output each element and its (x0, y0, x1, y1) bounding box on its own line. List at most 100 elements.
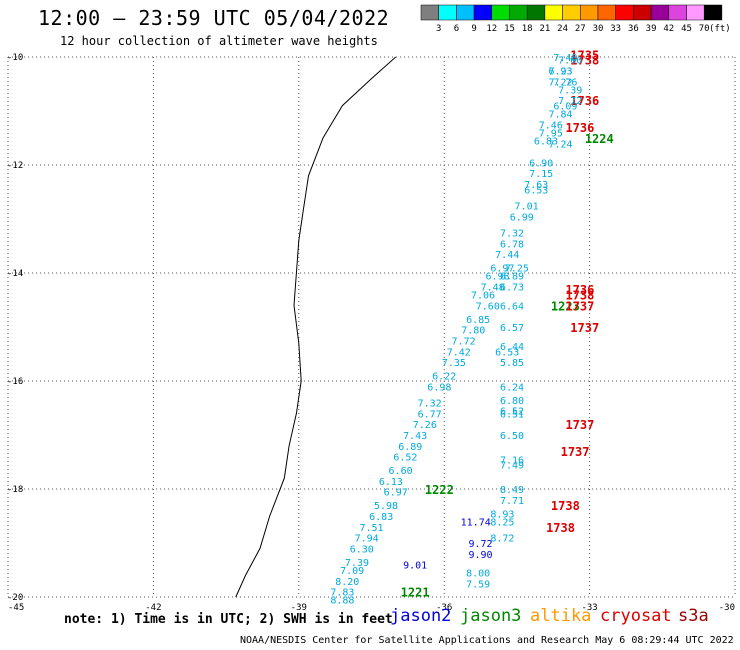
x-tick-label: -39 (291, 603, 307, 613)
pass-time-label: 1223 (551, 299, 580, 313)
swh-value-label: 6.98 (485, 272, 509, 283)
swh-value-label: 7.26 (413, 420, 437, 431)
swh-value-label: 6.97 (490, 264, 514, 275)
swh-value-label: 7.72 (558, 96, 582, 107)
swh-value-label: 6.80 (500, 396, 524, 407)
colorbar-tick: 3 (436, 24, 441, 34)
legend-jason2: jason2 (390, 606, 452, 626)
swh-value-label: 7.80 (461, 326, 485, 337)
swh-value-label: 8.72 (490, 534, 514, 545)
colorbar-swatch (668, 4, 687, 21)
x-tick-label: -36 (436, 603, 452, 613)
swh-value-label: 6.52 (393, 453, 417, 464)
pass-time-label: 1736 (570, 94, 599, 108)
swh-value-label: 8.20 (335, 577, 359, 588)
swh-value-label: 6.83 (534, 137, 558, 148)
swh-value-label: 7.06 (471, 291, 495, 302)
pass-time-label: 1737 (565, 418, 594, 432)
swh-value-label: 6.85 (466, 315, 490, 326)
colorbar-swatch (703, 4, 723, 21)
swh-value-label: 7.59 (466, 580, 490, 591)
colorbar-swatch (473, 4, 493, 21)
swh-value-label: 9.01 (403, 561, 427, 572)
swh-value-label: 6.52 (500, 407, 524, 418)
swh-value-label: 7.84 (548, 110, 572, 121)
swh-value-label: 7.49 (500, 461, 524, 472)
swh-value-label: 7.42 (447, 347, 471, 358)
pass-time-label: 1738 (551, 499, 580, 513)
colorbar-swatch (438, 4, 457, 21)
swh-value-label: 7.72 (452, 337, 476, 348)
x-tick-label: -42 (145, 603, 161, 613)
footer-note: note: 1) Time is in UTC; 2) SWH is in fe… (64, 612, 393, 627)
swh-value-label: 6.30 (350, 544, 374, 555)
coastline (235, 56, 397, 598)
swh-value-label: 9.90 (469, 550, 493, 561)
colorbar-tick: 39 (646, 24, 657, 34)
swh-value-label: 5.98 (374, 501, 398, 512)
swh-value-label: 7.71 (500, 496, 524, 507)
swh-value-label: 7.32 (418, 399, 442, 410)
colorbar-swatch (526, 4, 546, 21)
colorbar-swatch (615, 4, 634, 21)
swh-value-label: 6.53 (495, 347, 519, 358)
colorbar-tick: 70 (699, 24, 710, 34)
pass-time-label: 1737 (570, 321, 599, 335)
colorbar-tick: 36 (628, 24, 639, 34)
swh-value-label: 7.60 (476, 301, 500, 312)
pass-time-label: 1737 (561, 445, 590, 459)
colorbar-swatch (580, 4, 599, 21)
swh-value-label: 7.39 (345, 558, 369, 569)
colorbar-tick: 18 (522, 24, 533, 34)
y-tick-label: -16 (7, 377, 23, 387)
swh-value-label: 7.22 (548, 77, 572, 88)
swh-value-label: 6.50 (500, 431, 524, 442)
swh-value-label: 8.88 (330, 596, 354, 607)
swh-value-label: 8.93 (490, 509, 514, 520)
colorbar-unit: (ft) (709, 24, 731, 34)
pass-time-label: 1737 (565, 299, 594, 313)
swh-value-label: 7.60 (558, 56, 582, 67)
legend-s3a: s3a (678, 606, 709, 626)
swh-value-label: 6.89 (398, 442, 422, 453)
colorbar-tick: 21 (539, 24, 550, 34)
y-tick-label: -20 (7, 593, 23, 603)
swh-value-label: 6.99 (510, 212, 534, 223)
swh-value-label: 7.44 (495, 250, 519, 261)
colorbar-tick: 30 (593, 24, 604, 34)
swh-value-label: 6.57 (500, 323, 524, 334)
swh-value-label: 6.78 (500, 239, 524, 250)
legend-cryosat: cryosat (600, 606, 672, 626)
colorbar-tick: 9 (471, 24, 476, 34)
colorbar-swatch (686, 4, 705, 21)
swh-value-label: 7.51 (359, 523, 383, 534)
colorbar-tick: 27 (575, 24, 586, 34)
swh-value-label: 7.35 (442, 358, 466, 369)
x-tick-label: -30 (719, 603, 735, 613)
colorbar-swatch (650, 4, 670, 21)
swh-value-label: 8.25 (490, 517, 514, 528)
swh-value-label: 7.48 (553, 53, 577, 64)
swh-value-label: 6.51 (500, 409, 524, 420)
swh-value-label: 6.73 (500, 283, 524, 294)
swh-value-label: 7.48 (481, 283, 505, 294)
pass-time-label: 1736 (565, 121, 594, 135)
pass-time-label: 1738 (570, 54, 599, 68)
pass-time-label: 1735 (570, 48, 599, 62)
swh-value-label: 8.49 (500, 485, 524, 496)
swh-value-label: 9.72 (469, 539, 493, 550)
swh-value-label: 7.63 (524, 180, 548, 191)
swh-value-label: 6.90 (529, 158, 553, 169)
swh-value-label: 7.95 (539, 129, 563, 140)
legend-jason3: jason3 (460, 606, 522, 626)
swh-value-label: 6.13 (379, 477, 403, 488)
y-tick-label: -10 (7, 53, 23, 63)
colorbar-swatch (491, 4, 510, 21)
colorbar-tick: 45 (681, 24, 692, 34)
chart-subtitle: 12 hour collection of altimeter wave hei… (60, 34, 378, 48)
swh-value-label: 7.39 (558, 85, 582, 96)
swh-value-label: 7.01 (515, 202, 539, 213)
swh-value-label: 7.09 (340, 566, 364, 577)
